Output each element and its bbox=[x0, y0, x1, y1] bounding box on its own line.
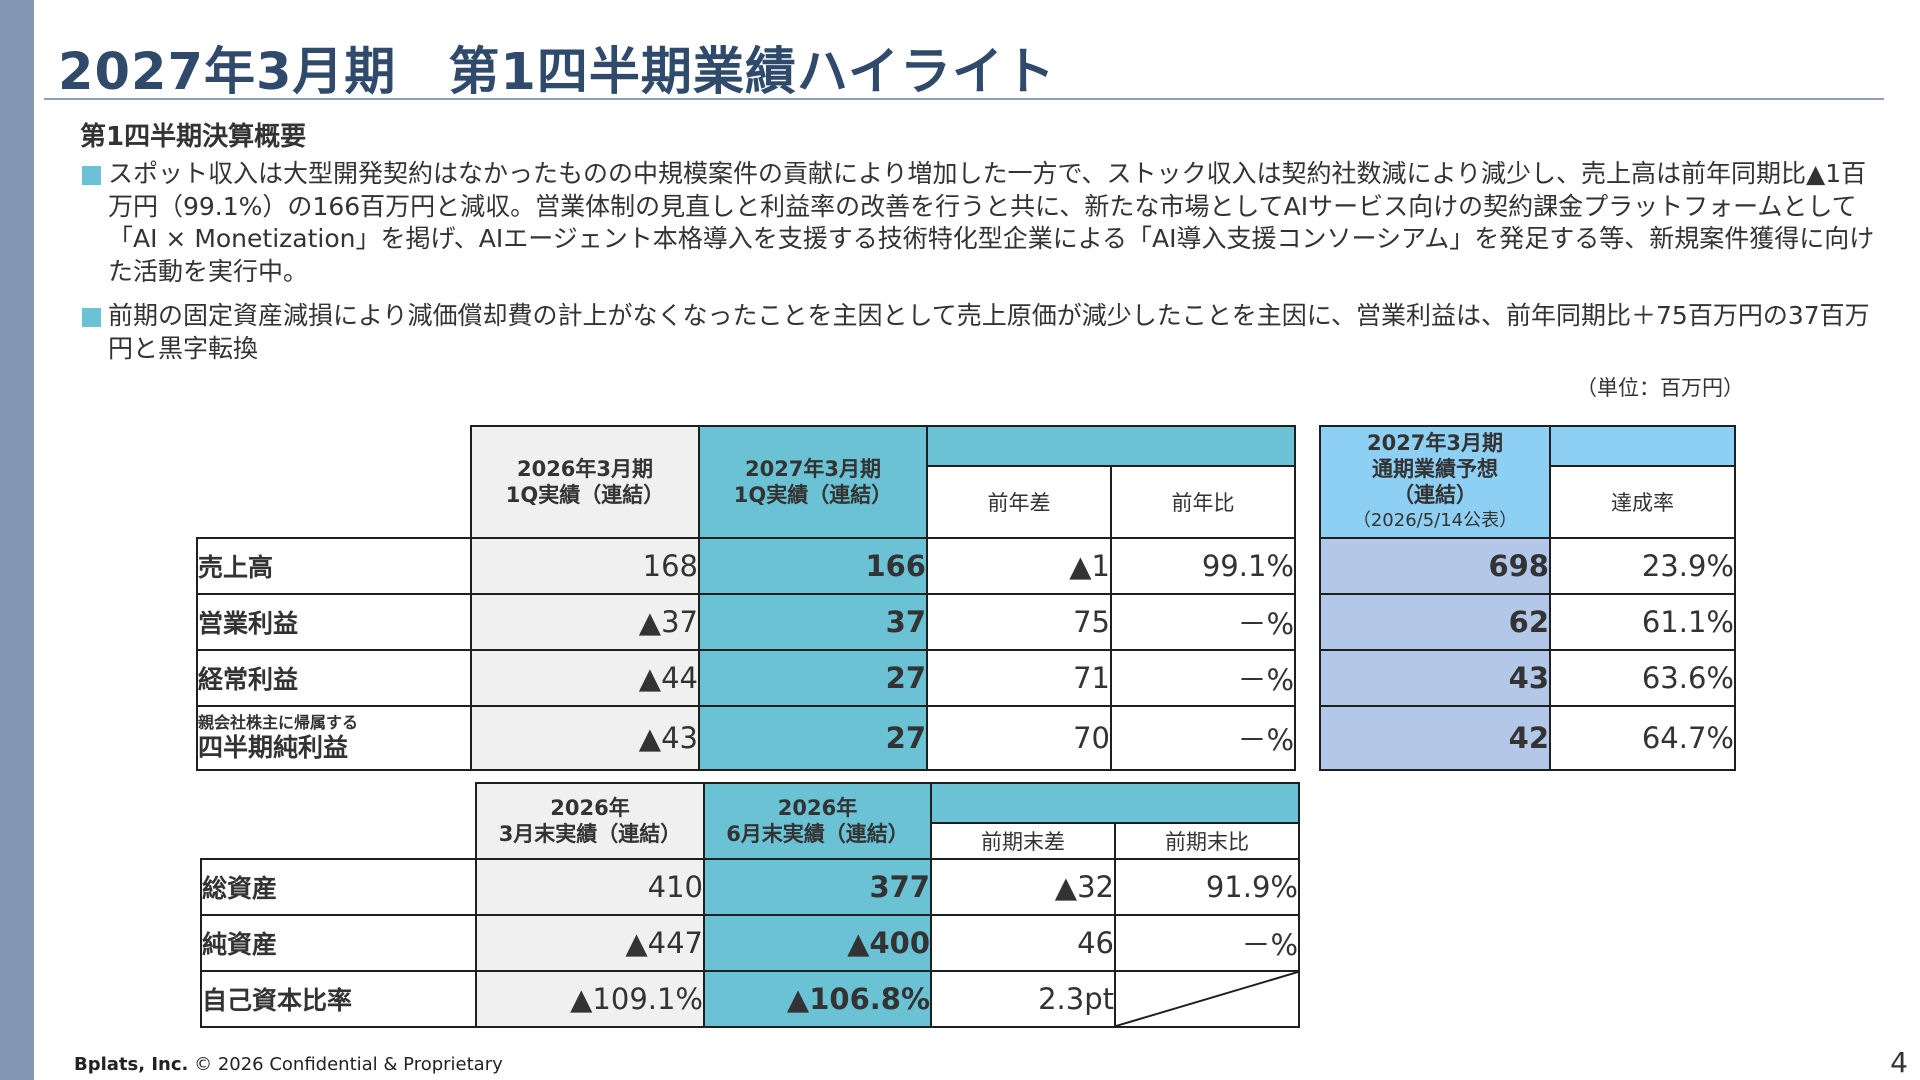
row-label: 純資産 bbox=[200, 914, 477, 972]
table-row: 総資産 410 377 ▲32 91.9% bbox=[200, 858, 1300, 916]
table-row: 自己資本比率 ▲109.1% ▲106.8% 2.3pt bbox=[200, 970, 1300, 1028]
header-achievement-rate: 達成率 bbox=[1549, 465, 1736, 539]
square-bullet-icon bbox=[82, 308, 101, 327]
unit-note: （単位：百万円） bbox=[1576, 376, 1744, 400]
prev-value: ▲44 bbox=[470, 649, 700, 707]
current-value: ▲400 bbox=[703, 914, 932, 972]
header-current-period-end: 2026年 6月末実績（連結） bbox=[703, 782, 932, 860]
yoy-diff-value: 70 bbox=[926, 705, 1112, 771]
header-period-end-diff: 前期末差 bbox=[930, 822, 1116, 860]
table-row: 経常利益 ▲44 27 71 －% 43 63.6% bbox=[196, 649, 1736, 707]
bullet-text: 前期の固定資産減損により減価償却費の計上がなくなったことを主因として売上原価が減… bbox=[108, 301, 1870, 363]
achievement-value: 64.7% bbox=[1549, 705, 1736, 771]
q1-results-table: 2026年3月期 1Q実績（連結） 2027年3月期 1Q実績（連結） 2027… bbox=[196, 425, 1736, 771]
summary-bullet: 前期の固定資産減損により減価償却費の計上がなくなったことを主因として売上原価が減… bbox=[80, 300, 1890, 365]
current-value: 37 bbox=[698, 593, 928, 651]
header-yoy-diff: 前年差 bbox=[926, 465, 1112, 539]
balance-sheet-table: 2026年 3月末実績（連結） 2026年 6月末実績（連結） 前期末差 前期末… bbox=[200, 782, 1300, 1028]
header-achievement-band bbox=[1549, 425, 1736, 467]
header-period-end-ratio: 前期末比 bbox=[1114, 822, 1300, 860]
achievement-value: 63.6% bbox=[1549, 649, 1736, 707]
footer: Bplats, Inc. © 2026 Confidential & Propr… bbox=[74, 1054, 503, 1075]
page-number: 4 bbox=[1890, 1046, 1908, 1079]
current-value: 27 bbox=[698, 705, 928, 771]
yoy-ratio-value: －% bbox=[1110, 593, 1296, 651]
diff-value: 46 bbox=[930, 914, 1116, 972]
section-heading: 第1四半期決算概要 bbox=[80, 122, 307, 152]
bullet-text: スポット収入は大型開発契約はなかったものの中規模案件の貢献により増加した一方で、… bbox=[108, 159, 1875, 286]
yoy-diff-value: 75 bbox=[926, 593, 1112, 651]
forecast-value: 62 bbox=[1319, 593, 1551, 651]
current-value: 27 bbox=[698, 649, 928, 707]
prev-value: ▲37 bbox=[470, 593, 700, 651]
sidebar-accent-bar bbox=[0, 0, 34, 1080]
yoy-ratio-value: －% bbox=[1110, 649, 1296, 707]
ratio-value: 91.9% bbox=[1114, 858, 1300, 916]
row-label: 総資産 bbox=[200, 858, 477, 916]
forecast-value: 42 bbox=[1319, 705, 1551, 771]
forecast-publish-date: （2026/5/14公表） bbox=[1352, 510, 1518, 531]
diff-value: ▲32 bbox=[930, 858, 1116, 916]
row-label: 自己資本比率 bbox=[200, 970, 477, 1028]
diagonal-slash bbox=[1116, 972, 1298, 1026]
header-prev-period-end: 2026年 3月末実績（連結） bbox=[475, 782, 705, 860]
table-row: 売上高 168 166 ▲1 99.1% 698 23.9% bbox=[196, 537, 1736, 595]
prev-value: ▲447 bbox=[475, 914, 705, 972]
ratio-value: －% bbox=[1114, 914, 1300, 972]
row-label-main: 四半期純利益 bbox=[198, 733, 349, 762]
prev-value: 168 bbox=[470, 537, 700, 595]
yoy-ratio-value: －% bbox=[1110, 705, 1296, 771]
title-divider bbox=[44, 98, 1884, 100]
achievement-value: 23.9% bbox=[1549, 537, 1736, 595]
square-bullet-icon bbox=[82, 166, 101, 185]
forecast-value: 43 bbox=[1319, 649, 1551, 707]
copyright-notice: © 2026 Confidential & Proprietary bbox=[188, 1054, 503, 1075]
row-label: 営業利益 bbox=[196, 593, 472, 651]
table-row: 営業利益 ▲37 37 75 －% 62 61.1% bbox=[196, 593, 1736, 651]
table-row: 純資産 ▲447 ▲400 46 －% bbox=[200, 914, 1300, 972]
yoy-diff-value: ▲1 bbox=[926, 537, 1112, 595]
page-title: 2027年3月期 第1四半期業績ハイライト bbox=[58, 43, 1056, 102]
row-label: 親会社株主に帰属する 四半期純利益 bbox=[196, 705, 472, 771]
yoy-diff-value: 71 bbox=[926, 649, 1112, 707]
header-current-period: 2027年3月期 1Q実績（連結） bbox=[698, 425, 928, 539]
not-applicable-cell bbox=[1114, 970, 1300, 1028]
header-forecast: 2027年3月期 通期業績予想 （連結） （2026/5/14公表） bbox=[1319, 425, 1551, 539]
forecast-value: 698 bbox=[1319, 537, 1551, 595]
table-row: 親会社株主に帰属する 四半期純利益 ▲43 27 70 －% 42 64.7% bbox=[196, 705, 1736, 771]
header-prev-period: 2026年3月期 1Q実績（連結） bbox=[470, 425, 700, 539]
summary-bullets: スポット収入は大型開発契約はなかったものの中規模案件の貢献により増加した一方で、… bbox=[80, 158, 1890, 377]
prev-value: 410 bbox=[475, 858, 705, 916]
row-label-qualifier: 親会社株主に帰属する bbox=[198, 713, 359, 732]
prev-value: ▲43 bbox=[470, 705, 700, 771]
header-comparison-band bbox=[930, 782, 1300, 824]
current-value: 166 bbox=[698, 537, 928, 595]
summary-bullet: スポット収入は大型開発契約はなかったものの中規模案件の貢献により増加した一方で、… bbox=[80, 158, 1890, 288]
current-value: 377 bbox=[703, 858, 932, 916]
prev-value: ▲109.1% bbox=[475, 970, 705, 1028]
company-name: Bplats, Inc. bbox=[74, 1054, 189, 1075]
header-yoy-ratio: 前年比 bbox=[1110, 465, 1296, 539]
yoy-ratio-value: 99.1% bbox=[1110, 537, 1296, 595]
row-label: 経常利益 bbox=[196, 649, 472, 707]
row-label: 売上高 bbox=[196, 537, 472, 595]
current-value: ▲106.8% bbox=[703, 970, 932, 1028]
header-comparison-band bbox=[926, 425, 1296, 467]
achievement-value: 61.1% bbox=[1549, 593, 1736, 651]
diff-value: 2.3pt bbox=[930, 970, 1116, 1028]
